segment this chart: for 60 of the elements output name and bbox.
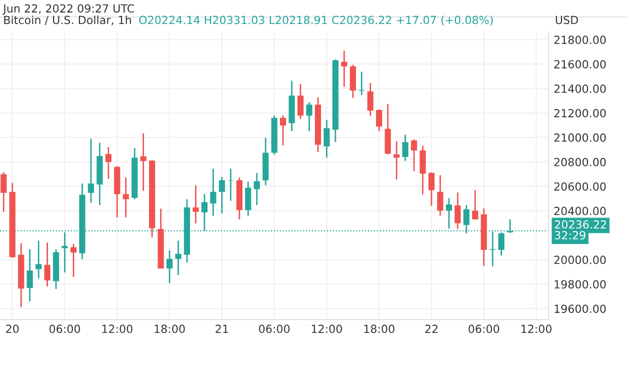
candlestick <box>367 82 374 117</box>
candlestick <box>254 172 260 206</box>
candlestick <box>105 146 112 180</box>
candlestick <box>44 242 50 288</box>
candlestick <box>70 243 77 278</box>
x-tick-label: 20 <box>6 324 19 334</box>
x-tick-label: 06:00 <box>468 324 500 334</box>
candlestick <box>245 181 252 216</box>
text: 32:29 <box>554 231 586 240</box>
x-tick-label: 06:00 <box>259 324 290 334</box>
candlestick <box>218 176 225 214</box>
candlestick <box>166 250 173 284</box>
y-tick-label: 20600.00 <box>554 182 606 191</box>
y-tick-label: 20800.00 <box>554 158 606 166</box>
y-tick-label: 19800.00 <box>554 280 606 289</box>
y-axis-title: USD <box>556 16 578 24</box>
candlestick <box>88 138 94 204</box>
candlestick <box>454 192 461 230</box>
candlestick <box>420 145 426 196</box>
candlestick <box>306 102 312 132</box>
candlestick <box>140 132 146 192</box>
y-tick-label: 20000.00 <box>554 256 606 264</box>
x-tick-label: 12:00 <box>521 324 552 334</box>
y-tick-label: 21200.00 <box>554 108 606 118</box>
ref-line-label: 20236.22 <box>554 220 606 229</box>
candlestick <box>192 184 199 224</box>
y-tick-label: 21800.00 <box>554 36 606 44</box>
candlestick <box>228 168 234 202</box>
candlestick <box>210 168 216 216</box>
candlestick <box>376 108 382 132</box>
x-tick-label: 21 <box>216 324 228 333</box>
candlestick <box>26 248 33 302</box>
x-tick-label: 18:00 <box>364 324 394 334</box>
y-tick-label: 20400.00 <box>554 206 606 216</box>
y-tick-label: 19600.00 <box>554 304 606 313</box>
x-tick-label: 12:00 <box>102 324 132 334</box>
candlestick <box>437 174 444 216</box>
y-tick-label: 21400.00 <box>554 84 606 93</box>
x-tick-label: 22 <box>425 324 438 333</box>
candlestick <box>0 172 7 212</box>
x-tick-label: 12:00 <box>312 324 342 334</box>
candlestick <box>446 197 452 230</box>
candlestick <box>122 176 129 218</box>
candlestick <box>410 138 418 172</box>
candlestick <box>280 114 286 146</box>
x-tick-label: 18:00 <box>154 324 185 334</box>
chart-subtitle: O20224.14 H20331.03 L20218.91 C20236.22 +17.07 (+0.08%) <box>139 16 493 26</box>
candlestick <box>428 172 435 206</box>
y-tick-label: 21000.00 <box>554 133 606 142</box>
candlestick <box>175 240 182 276</box>
x-tick-label: 06:00 <box>49 324 80 334</box>
candlestick <box>402 134 408 162</box>
candlestick <box>36 240 42 280</box>
y-tick-label: 21600.00 <box>554 60 606 68</box>
candlestick <box>472 189 478 220</box>
candlestick <box>297 83 304 120</box>
candlestick <box>341 50 348 88</box>
text: Jun 22, 2022 09:27 UTC <box>2 4 134 15</box>
candlestick <box>324 119 330 158</box>
chart-title: Bitcoin / U.S. Dollar, 1h <box>4 16 131 26</box>
